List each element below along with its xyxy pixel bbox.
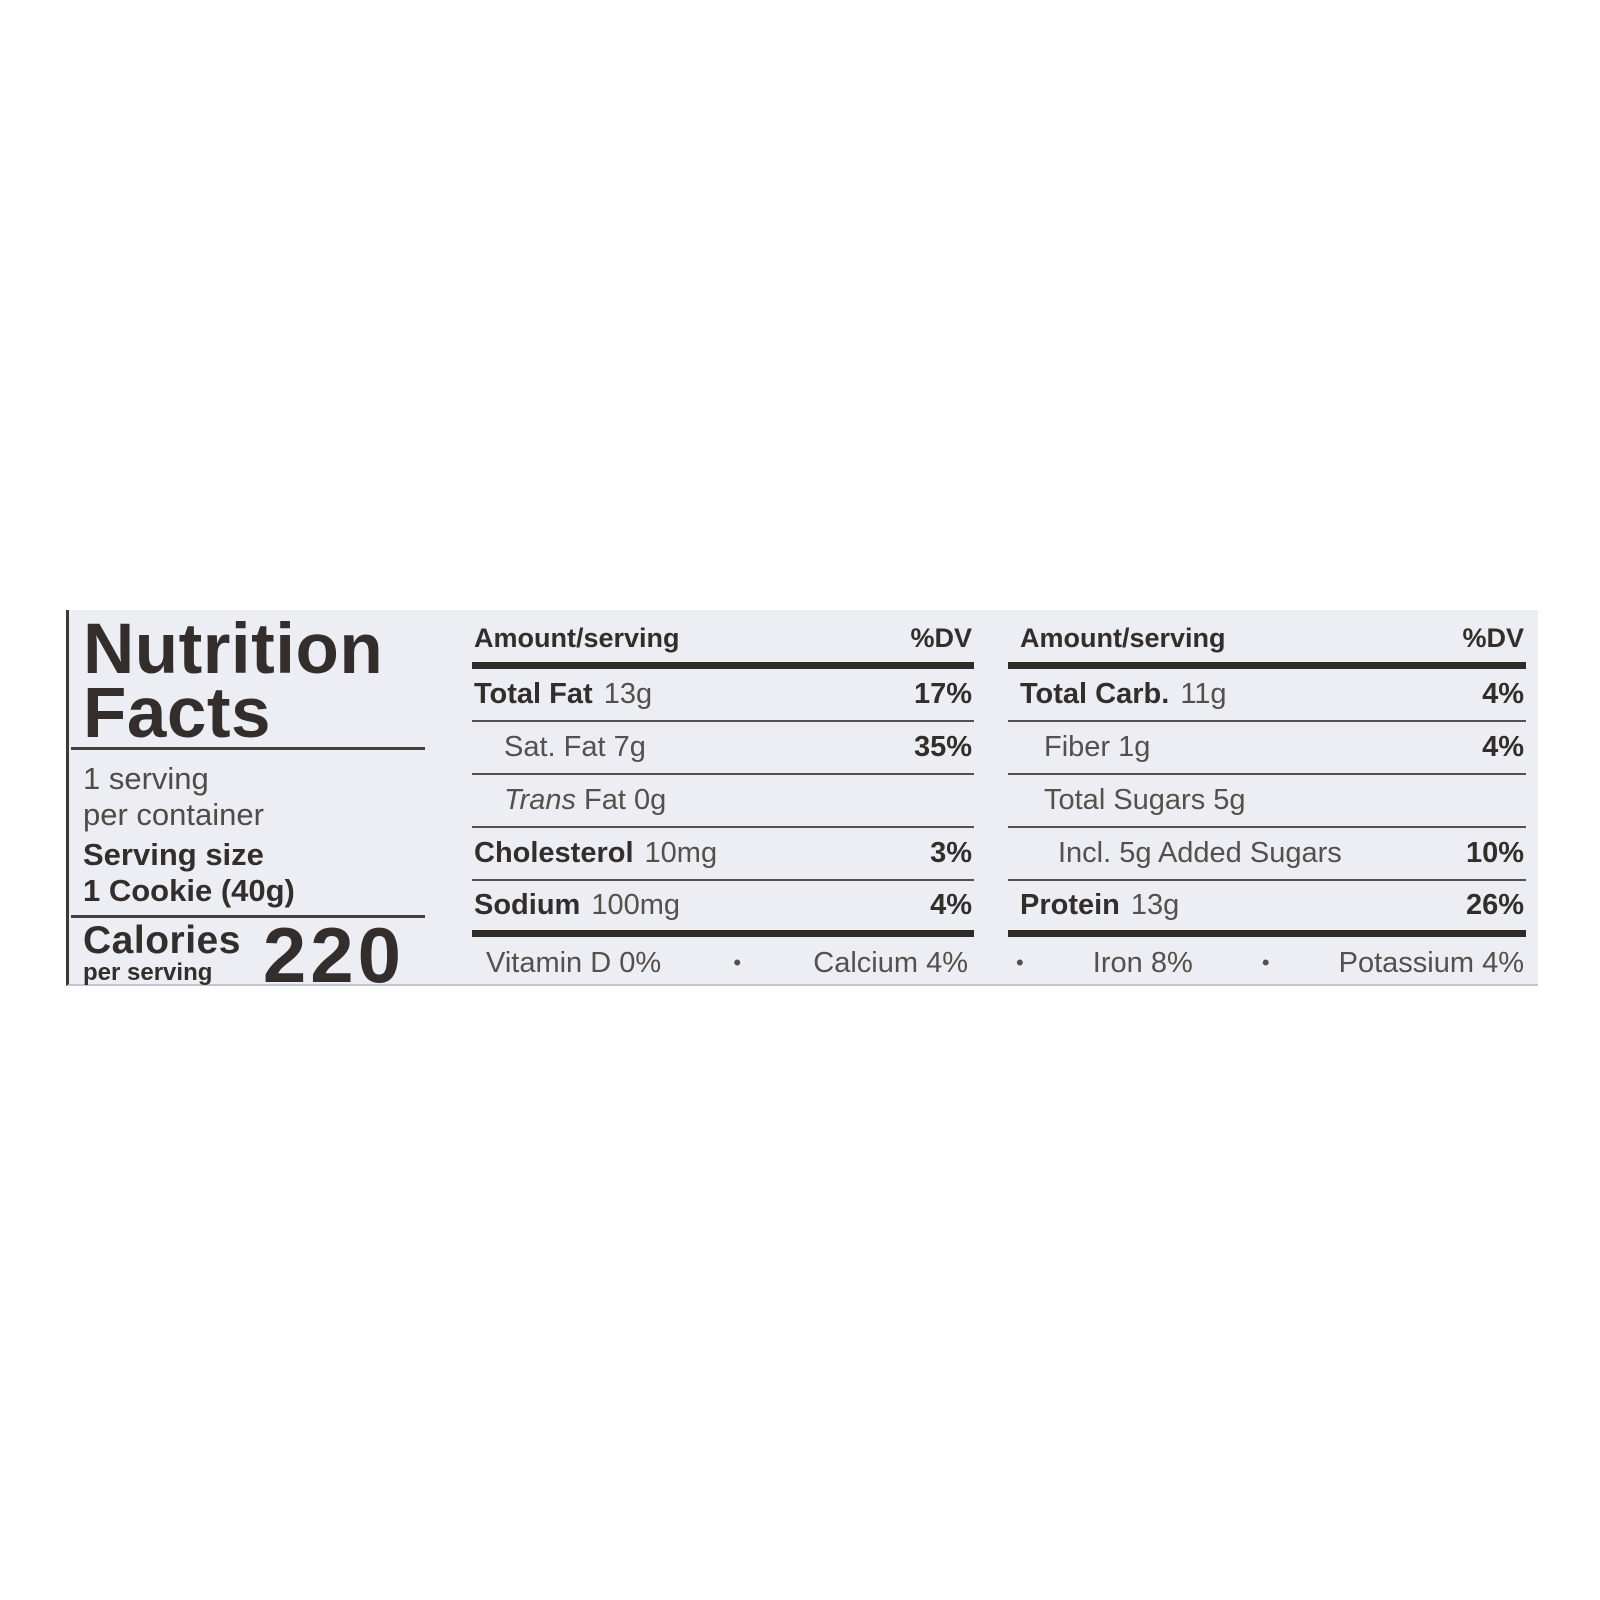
- vitamin-d-value: Vitamin D 0%: [486, 946, 662, 979]
- dv-header: %DV: [1462, 623, 1524, 653]
- servings-count: 1 serving: [83, 761, 209, 796]
- bullet-separator: •: [1016, 950, 1024, 975]
- nutrient-column-right: Amount/serving %DV Total Carb. 11g 4% Fib…: [1008, 623, 1526, 987]
- serving-size-label: Serving size: [83, 837, 264, 872]
- calories-divider: [71, 915, 425, 918]
- column-header: Amount/serving %DV: [472, 623, 974, 669]
- nutrient-dv: 4%: [1482, 731, 1524, 763]
- row-trans-fat: Trans Fat 0g: [472, 775, 974, 828]
- serving-info-panel: Nutrition Facts 1 serving per container …: [71, 610, 425, 999]
- nutrient-name: Fiber 1g: [1044, 731, 1151, 763]
- nutrient-amount: 100mg: [591, 889, 681, 921]
- calories-block: Calories per serving 220: [71, 911, 425, 999]
- calories-sublabel: per serving: [83, 959, 213, 986]
- nutrition-facts-label: Nutrition Facts 1 serving per container …: [66, 610, 1538, 999]
- nutrient-name: Incl. 5g Added Sugars: [1058, 837, 1342, 869]
- nutrient-amount: 13g: [1130, 889, 1180, 921]
- iron-value: Iron 8%: [1092, 946, 1193, 979]
- micronutrient-footer-right: • Iron 8% • Potassium 4%: [1008, 939, 1526, 987]
- calories-value: 220: [262, 911, 406, 999]
- amount-serving-header: Amount/serving: [474, 623, 680, 653]
- nutrient-amount: 13g: [603, 678, 653, 710]
- nutrient-amount: 11g: [1180, 678, 1227, 710]
- nutrient-dv: 26%: [1465, 889, 1524, 921]
- serving-size: Serving size 1 Cookie (40g): [71, 837, 425, 909]
- nutrient-name-italic: Trans: [504, 784, 576, 816]
- nutrient-dv: 4%: [930, 889, 972, 921]
- nutrient-name: Total Carb.: [1020, 678, 1170, 710]
- calcium-value: Calcium 4%: [813, 946, 968, 979]
- row-sat-fat: Sat. Fat 7g 35%: [472, 722, 974, 775]
- row-fiber: Fiber 1g 4%: [1008, 722, 1526, 775]
- nutrient-name: Total Sugars 5g: [1044, 784, 1246, 816]
- nutrient-dv: 17%: [913, 678, 972, 710]
- dv-header: %DV: [910, 623, 972, 653]
- title-divider: [71, 747, 425, 750]
- row-added-sugars: Incl. 5g Added Sugars 10%: [1008, 828, 1526, 881]
- bullet-separator: •: [733, 950, 742, 975]
- label-title-line2: Facts: [83, 674, 271, 753]
- nutrient-amount: 10mg: [644, 837, 718, 869]
- row-total-fat: Total Fat 13g 17%: [472, 669, 974, 722]
- row-protein: Protein 13g 26%: [1008, 881, 1526, 937]
- servings-unit: per container: [83, 797, 264, 832]
- label-title: Nutrition Facts: [71, 610, 425, 753]
- nutrient-dv: 35%: [913, 731, 972, 763]
- nutrient-name: Cholesterol: [474, 837, 634, 869]
- nutrient-dv: 10%: [1465, 837, 1524, 869]
- calories-label: Calories: [83, 919, 241, 962]
- row-sodium: Sodium 100mg 4%: [472, 881, 974, 937]
- nutrient-name: Total Fat: [474, 678, 593, 710]
- potassium-value: Potassium 4%: [1338, 946, 1524, 979]
- servings-per-container: 1 serving per container: [71, 761, 425, 833]
- label-title-line1: Nutrition: [83, 610, 384, 689]
- nutrient-name: Protein: [1020, 889, 1120, 921]
- amount-serving-header: Amount/serving: [1020, 623, 1226, 653]
- micronutrient-footer-left: Vitamin D 0% • Calcium 4%: [472, 939, 974, 987]
- nutrient-column-left: Amount/serving %DV Total Fat 13g 17% Sat.…: [472, 623, 974, 987]
- nutrient-name: Sodium: [474, 889, 581, 921]
- nutrient-name: Fat 0g: [575, 784, 667, 816]
- nutrient-dv: 4%: [1482, 678, 1524, 710]
- nutrient-dv: 3%: [930, 837, 972, 869]
- row-cholesterol: Cholesterol 10mg 3%: [472, 828, 974, 881]
- serving-size-value: 1 Cookie (40g): [83, 873, 295, 908]
- column-header: Amount/serving %DV: [1008, 623, 1526, 669]
- nutrient-name: Sat. Fat 7g: [504, 731, 646, 763]
- row-total-sugars: Total Sugars 5g: [1008, 775, 1526, 828]
- row-total-carb: Total Carb. 11g 4%: [1008, 669, 1526, 722]
- calories-labels: Calories per serving: [83, 919, 241, 986]
- bullet-separator: •: [1261, 950, 1270, 975]
